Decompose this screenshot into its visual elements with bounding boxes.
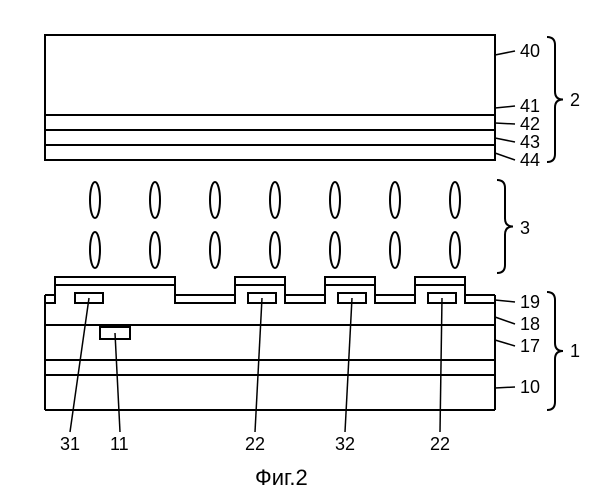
brace [547, 37, 563, 162]
lc-molecule [330, 232, 340, 268]
leader-line [495, 300, 515, 302]
lc-molecule [210, 232, 220, 268]
layer-label: 44 [520, 150, 540, 170]
callout-line [115, 333, 120, 432]
leader-line [495, 106, 515, 108]
layer-label: 43 [520, 132, 540, 152]
lc-molecule [390, 182, 400, 218]
brace [547, 292, 563, 410]
leader-line [495, 123, 515, 124]
lc-molecule [270, 182, 280, 218]
callout-label: 22 [245, 434, 265, 454]
leader-line [495, 340, 515, 346]
layer-label: 17 [520, 336, 540, 356]
callout-line [255, 298, 262, 432]
leader-line [495, 317, 515, 324]
layer-label: 42 [520, 114, 540, 134]
lc-molecule [390, 232, 400, 268]
top-stack-outline [45, 35, 495, 160]
lc-molecule [150, 232, 160, 268]
leader-line [495, 153, 515, 160]
callout-line [440, 298, 442, 432]
group-label-top: 2 [570, 90, 580, 110]
callout-label: 11 [110, 434, 129, 454]
figure-caption: Фиг.2 [255, 465, 308, 490]
callout-label: 22 [430, 434, 450, 454]
lc-molecule [270, 232, 280, 268]
group-label-mid: 3 [520, 218, 530, 238]
layer-label: 40 [520, 41, 540, 61]
callout-label: 32 [335, 434, 355, 454]
group-label-bottom: 1 [570, 341, 580, 361]
lc-molecule [450, 232, 460, 268]
leader-line [495, 138, 515, 142]
layer-label: 10 [520, 377, 540, 397]
lc-molecule [330, 182, 340, 218]
leader-line [495, 51, 515, 55]
leader-line [495, 387, 515, 388]
lc-molecule [150, 182, 160, 218]
layer-label: 19 [520, 292, 540, 312]
layer-label: 18 [520, 314, 540, 334]
callout-line [70, 298, 89, 432]
callout-label: 31 [60, 434, 80, 454]
layer-label: 41 [520, 96, 540, 116]
lc-molecule [90, 232, 100, 268]
lc-molecule [90, 182, 100, 218]
brace [497, 180, 513, 273]
lc-molecule [210, 182, 220, 218]
lc-molecule [450, 182, 460, 218]
callout-line [345, 298, 352, 432]
